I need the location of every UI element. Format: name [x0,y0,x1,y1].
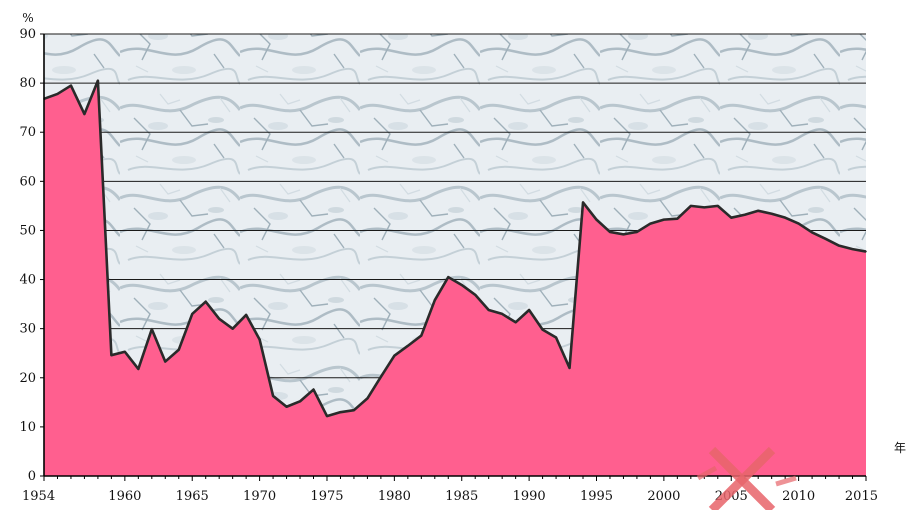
x-axis-unit-label: 年 [894,441,906,455]
data-point-2003 [703,206,706,209]
data-point-1970 [258,338,261,341]
data-point-2000 [663,218,665,221]
x-tick-label-2010: 2010 [782,489,815,504]
x-tick-label-1990: 1990 [513,489,546,504]
axes [40,33,867,481]
x-tick-labels: 1954 1960 1965 1970 1975 1980 1985 1990 1995 2000… [22,489,878,504]
y-tick-label-80: 80 [19,76,36,91]
data-point-1982 [420,334,423,337]
series-outline [43,79,867,418]
y-tick-label-0: 0 [28,469,36,484]
data-point-2005 [730,216,733,219]
data-point-1964 [177,348,180,351]
data-point-1973 [299,400,301,403]
watermark-cross-icon [696,446,797,510]
y-tick-label-20: 20 [19,371,36,386]
data-point-1972 [285,405,288,408]
data-point-2011 [811,231,813,234]
y-axis-unit-label: % [22,11,33,25]
series-area-fill [44,80,866,476]
data-point-1958 [97,79,99,82]
data-point-1962 [151,328,153,330]
data-point-1955 [56,93,59,95]
data-point-1989 [514,321,517,324]
data-point-1971 [272,395,274,397]
data-point-1998 [636,231,638,233]
y-tick-labels: 0 10 20 30 40 50 60 70 80 90 [19,27,36,484]
y-tick-label-10: 10 [19,420,36,435]
y-tick-label-40: 40 [19,273,36,288]
data-point-1995 [595,218,598,221]
data-point-1959 [110,354,113,356]
y-tick-label-60: 60 [19,174,36,189]
data-point-2012 [824,237,827,240]
x-tick-label-1995: 1995 [580,489,613,504]
data-point-1961 [137,368,140,370]
data-point-1999 [649,222,652,225]
data-point-1976 [339,411,342,413]
data-point-1985 [460,284,463,286]
data-point-1979 [380,376,382,378]
data-point-1956 [70,84,72,87]
data-point-2008 [770,212,773,215]
data-point-1993 [568,367,571,369]
data-point-1969 [245,314,247,316]
data-point-2013 [838,244,840,247]
y-tick-label-30: 30 [19,322,36,337]
data-point-1984 [447,276,450,278]
data-point-1974 [312,388,315,391]
data-point-1978 [366,397,369,400]
data-point-1960 [124,350,126,353]
x-tick-label-1985: 1985 [445,489,478,504]
data-point-1957 [83,113,86,115]
x-tick-label-2015: 2015 [845,489,878,504]
x-tick-label-1970: 1970 [243,489,276,504]
data-point-1992 [555,336,557,339]
data-point-2001 [676,217,679,220]
data-point-1981 [407,345,409,347]
x-tick-label-1975: 1975 [310,489,343,504]
data-point-2004 [716,205,719,207]
x-tick-label-2000: 2000 [647,489,680,504]
data-point-2010 [797,222,800,225]
data-point-1991 [541,328,544,331]
x-tick-label-1960: 1960 [108,489,141,504]
y-tick-label-90: 90 [19,27,36,42]
data-point-2002 [690,205,692,207]
data-point-2015 [865,250,867,253]
data-point-1988 [501,313,503,315]
data-point-1965 [191,313,194,315]
data-point-2014 [851,248,854,250]
data-point-1987 [487,309,490,311]
data-point-2007 [757,210,759,212]
data-point-1963 [164,360,167,363]
y-tick-label-50: 50 [19,223,36,238]
series-area [43,79,867,476]
data-point-1997 [622,233,625,236]
data-point-1980 [393,354,396,357]
x-tick-label-1954: 1954 [22,489,55,504]
data-point-1975 [326,415,328,417]
y-tick-label-70: 70 [19,125,36,140]
data-point-1996 [609,231,611,233]
data-point-1986 [474,293,477,296]
data-point-1966 [204,300,207,303]
data-point-2009 [784,216,786,219]
data-point-2006 [743,213,746,216]
x-tick-label-1965: 1965 [176,489,209,504]
data-point-1990 [528,309,530,311]
data-point-1983 [433,299,436,301]
data-point-1968 [231,327,234,330]
data-point-1994 [582,201,584,204]
data-point-1967 [218,318,220,320]
x-tick-label-1980: 1980 [378,489,411,504]
data-point-1977 [353,409,355,411]
